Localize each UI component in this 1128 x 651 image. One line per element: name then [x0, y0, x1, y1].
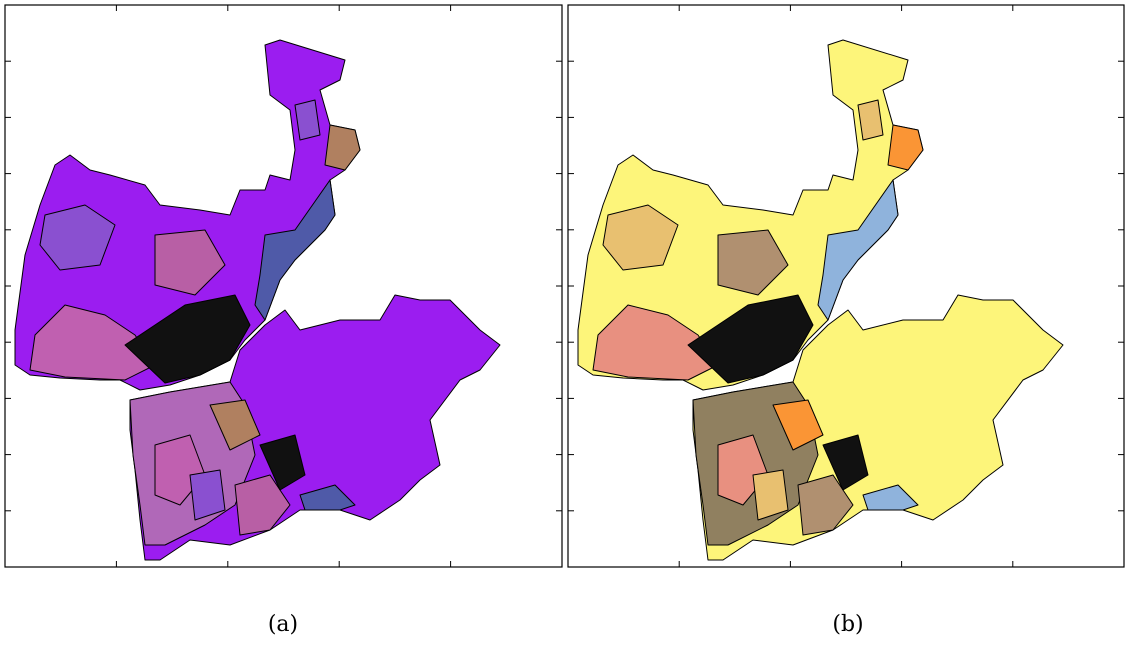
panel-label: (a) — [268, 612, 298, 637]
panel-a: (a) — [5, 5, 562, 637]
figure: (a) (b) — [0, 0, 1128, 651]
panel-label: (b) — [832, 612, 863, 637]
panel-b: (b) — [568, 5, 1124, 637]
